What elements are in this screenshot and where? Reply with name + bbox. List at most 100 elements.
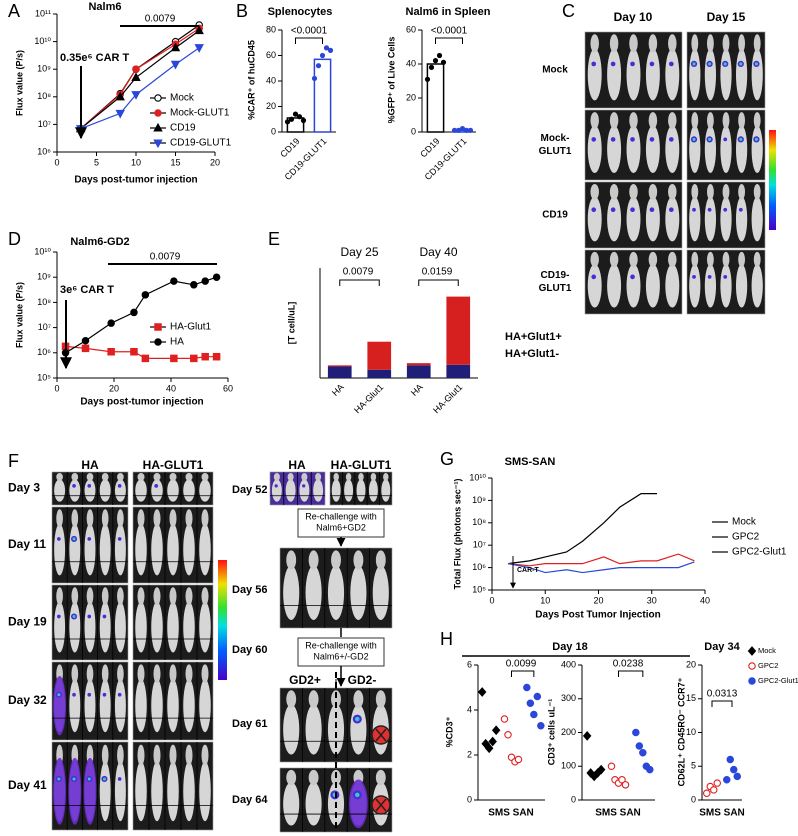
- mouse-body: [199, 761, 211, 822]
- y-tick-label: 20: [686, 659, 696, 669]
- mouse-head: [308, 690, 319, 708]
- mouse-head: [691, 251, 699, 268]
- mouse-body: [372, 565, 389, 620]
- mouse-head: [137, 744, 145, 766]
- signal: [630, 137, 635, 142]
- mouse-body: [665, 48, 680, 101]
- mouse-body: [751, 196, 763, 242]
- signal: [68, 757, 82, 825]
- row-label: Day 3: [8, 481, 40, 495]
- mouse-body: [183, 761, 195, 822]
- mouse-head: [153, 509, 161, 528]
- chart-title: Splenocytes: [268, 6, 333, 18]
- y-tick-label: 300: [561, 693, 576, 703]
- mouse-body: [704, 264, 717, 308]
- bar-segment: [446, 364, 471, 378]
- mouse-body: [704, 125, 717, 173]
- mouse-head: [86, 587, 94, 606]
- mouse-head: [753, 251, 761, 268]
- mouse-body: [151, 523, 163, 576]
- y-tick-label: 20: [266, 101, 276, 111]
- signal: [630, 274, 635, 280]
- panel-letter: H: [440, 629, 453, 649]
- mouse-head: [753, 112, 761, 129]
- chart-title: SMS-SAN: [505, 456, 556, 468]
- mouse-body: [151, 761, 163, 822]
- data-point: [154, 94, 162, 102]
- signal: [117, 692, 122, 697]
- mouse-body: [84, 679, 96, 733]
- column-label: Day 10: [614, 10, 653, 24]
- data-point: [500, 715, 509, 723]
- data-point: [621, 781, 630, 789]
- step-box: [297, 508, 385, 538]
- data-point: [323, 45, 330, 51]
- y-tick-label: 10⁹: [472, 495, 486, 505]
- signal: [274, 484, 278, 488]
- mouse-body: [626, 196, 641, 242]
- mouse-head: [153, 587, 161, 606]
- y-tick-label: 5: [691, 761, 696, 771]
- mouse-head: [706, 251, 714, 268]
- row-label: GLUT1: [539, 146, 572, 157]
- annotation: 0.0159: [422, 267, 453, 278]
- group-label: GD2-: [348, 673, 377, 687]
- chart-title: Nalm6: [88, 1, 121, 13]
- mouse-body: [720, 125, 732, 173]
- data-point: [107, 319, 115, 327]
- mouse-head: [56, 509, 63, 528]
- signal: [692, 62, 696, 66]
- signal: [708, 137, 712, 141]
- signal: [355, 792, 360, 798]
- data-point: [190, 281, 198, 289]
- data-point: [315, 63, 322, 69]
- data-point: [596, 764, 606, 775]
- data-point: [533, 692, 542, 701]
- data-point: [154, 338, 162, 346]
- signal: [87, 537, 92, 541]
- y-tick-label: 0: [691, 794, 696, 804]
- mouse-head: [353, 550, 364, 570]
- mouse-head: [629, 112, 638, 129]
- signal: [707, 207, 712, 212]
- mouse-body: [587, 264, 602, 308]
- bar-segment: [406, 363, 431, 366]
- data-point: [733, 772, 741, 781]
- x-tick-label: 0: [54, 383, 59, 393]
- y-tick-label: 10⁷: [38, 119, 51, 129]
- mouse-head: [56, 472, 63, 481]
- signal: [649, 137, 655, 142]
- mouse-body: [313, 479, 324, 502]
- mouse-body: [368, 479, 378, 502]
- colorbar: [218, 560, 227, 680]
- mouse-head: [609, 112, 619, 129]
- bar-segment: [406, 365, 431, 378]
- mouse-body: [271, 479, 282, 502]
- group-label: GD2+: [289, 673, 321, 687]
- panel-letter: C: [562, 1, 575, 21]
- data-point: [726, 755, 734, 764]
- mouse-head: [738, 112, 746, 129]
- y-tick-label: 10¹⁰: [34, 246, 51, 256]
- mouse-head: [590, 112, 599, 129]
- signal: [72, 777, 76, 781]
- mouse-body: [183, 679, 195, 733]
- data-point: [296, 114, 303, 120]
- y-axis-label: Total Flux (photons sec⁻¹): [452, 478, 462, 589]
- mouse-body: [167, 479, 179, 502]
- column-label: HA: [81, 458, 99, 472]
- mouse-body: [114, 523, 126, 576]
- y-tick-label: 400: [561, 659, 576, 669]
- y-axis-label: [T cell/uL]: [286, 302, 296, 345]
- signal: [692, 207, 696, 212]
- mouse-body: [344, 479, 354, 502]
- data-point: [115, 109, 125, 119]
- signal: [102, 614, 107, 619]
- mouse-head: [648, 183, 658, 200]
- mouse-body: [199, 679, 211, 733]
- bar-segment: [367, 341, 392, 370]
- mouse-head: [333, 472, 339, 481]
- x-tick-label: 20: [593, 595, 603, 605]
- y-tick-label: 10: [686, 727, 696, 737]
- mouse-body: [626, 125, 641, 173]
